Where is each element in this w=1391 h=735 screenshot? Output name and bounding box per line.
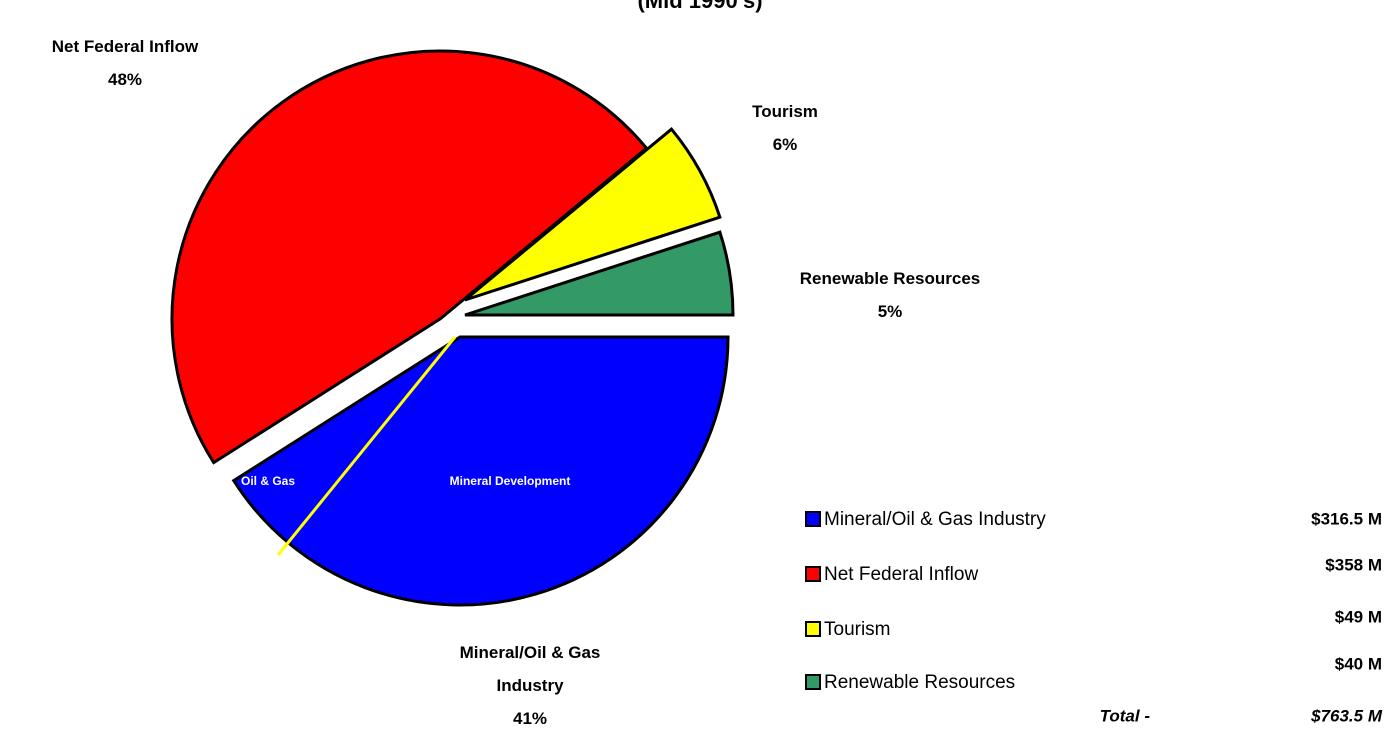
slice-label: Mineral/Oil & Gas Industry 41% — [410, 636, 650, 735]
legend-swatch — [805, 511, 821, 527]
inner-label: Mineral Development — [450, 474, 571, 488]
legend-label: Net Federal Inflow — [824, 564, 978, 585]
slice-percent: 41% — [512, 709, 548, 728]
slice-percent: 6% — [772, 135, 798, 154]
legend-amount: $49 M — [1335, 607, 1382, 626]
split-line — [276, 336, 457, 556]
legend-swatch — [805, 621, 821, 637]
slice-label: Tourism 6% — [700, 95, 870, 161]
pie-slice — [170, 49, 649, 465]
pie-slice — [464, 230, 735, 317]
slice-label: Net Federal Inflow 48% — [20, 30, 230, 96]
legend-label: Mineral/Oil & Gas Industry — [824, 509, 1046, 530]
legend-label: Renewable Resources — [824, 672, 1015, 693]
legend-amount: $316.5 M — [1311, 509, 1382, 528]
legend-swatch — [805, 674, 821, 690]
slice-name: Mineral/Oil & Gas Industry — [459, 643, 601, 695]
pie — [170, 49, 735, 607]
slice-name: Net Federal Inflow — [51, 37, 199, 56]
slice-name: Renewable Resources — [799, 269, 981, 288]
slice-percent: 5% — [877, 302, 903, 321]
slice-name: Tourism — [752, 102, 818, 121]
slice-label: Renewable Resources 5% — [750, 262, 1030, 328]
chart-subtitle: (Mid 1990's) — [637, 0, 762, 13]
legend-amount: $40 M — [1335, 654, 1382, 673]
legend-amount: $358 M — [1325, 555, 1382, 574]
pie-slice — [464, 127, 722, 302]
total-amount: $763.5 M — [1310, 706, 1383, 725]
legend-label: Tourism — [824, 619, 891, 640]
total-label: Total - — [1100, 706, 1151, 725]
legend-swatch — [805, 566, 821, 582]
pie-slice — [231, 335, 730, 607]
inner-label: Oil & Gas — [241, 474, 295, 488]
slice-percent: 48% — [107, 70, 143, 89]
